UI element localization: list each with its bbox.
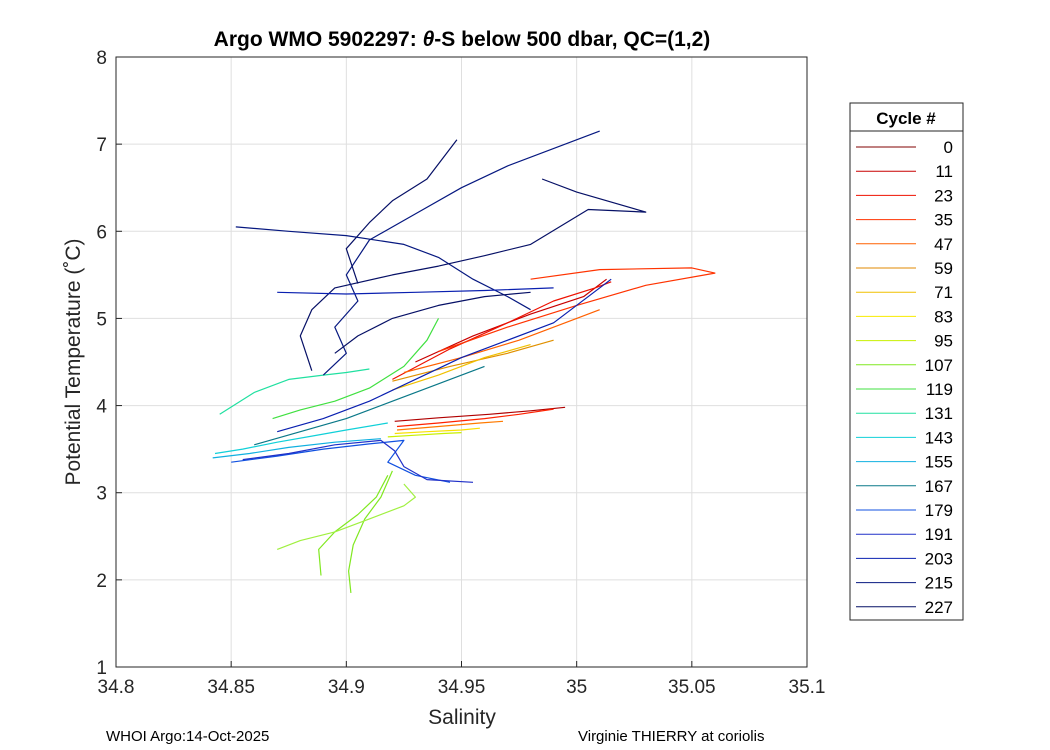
series-line-5: [403, 309, 600, 374]
series-line-10: [387, 432, 462, 438]
legend-label-203: 203: [925, 549, 953, 568]
y-tick-label: 5: [96, 309, 107, 330]
series-line-0: [394, 406, 566, 422]
x-tick-label: 34.8: [98, 677, 135, 698]
series-line-16: [214, 422, 388, 455]
y-ticks: 1 2 3 4 5 6 7 8: [96, 48, 122, 679]
series-line-1: [415, 278, 607, 363]
series-line-18: [254, 365, 485, 446]
legend-label-131: 131: [925, 404, 953, 423]
legend-label-155: 155: [925, 453, 953, 472]
footer-right: Virginie THIERRY at coriolis: [578, 728, 764, 745]
y-tick-label: 8: [96, 48, 107, 69]
legend-label-107: 107: [925, 356, 953, 375]
series-line-8: [392, 344, 531, 391]
legend-label-83: 83: [934, 307, 953, 326]
x-tick-label: 34.85: [207, 677, 255, 698]
legend: Cycle # 0 11 23 35 47 59 71 83 95 107 119 131 143 155…: [849, 102, 964, 621]
y-tick-label: 1: [96, 658, 107, 679]
title-suffix: -S below 500 dbar, QC=(1,2): [434, 28, 710, 51]
x-tick-label: 34.95: [438, 677, 486, 698]
x-ticks: 34.8 34.85 34.9 34.95 35 35.05 35.1: [98, 661, 826, 698]
series-line-24: [299, 178, 647, 371]
legend-label-215: 215: [925, 574, 953, 593]
y-tick-label: 2: [96, 571, 107, 592]
legend-label-71: 71: [934, 283, 953, 302]
series-group: [212, 130, 716, 593]
series-line-3: [438, 267, 716, 353]
series-line-23: [235, 226, 531, 311]
series-line-6: [396, 420, 504, 431]
series-line-21: [277, 278, 612, 433]
series-line-13: [276, 483, 416, 550]
legend-label-119: 119: [926, 380, 953, 399]
series-line-4: [396, 408, 554, 428]
series-line-20: [242, 439, 474, 483]
legend-label-167: 167: [925, 477, 953, 496]
legend-label-179: 179: [925, 501, 953, 520]
title-prefix: Argo WMO 5902297:: [214, 28, 423, 51]
legend-label-95: 95: [934, 332, 953, 351]
series-line-19: [231, 439, 451, 483]
legend-title: Cycle #: [876, 109, 936, 128]
series-line-11: [318, 475, 389, 576]
y-tick-label: 7: [96, 135, 107, 156]
legend-label-47: 47: [934, 235, 953, 254]
legend-label-11: 11: [935, 162, 953, 181]
series-line-2: [392, 281, 612, 380]
y-tick-label: 3: [96, 484, 107, 505]
x-tick-label: 35.1: [789, 677, 826, 698]
y-tick-label: 6: [96, 222, 107, 243]
legend-label-59: 59: [934, 259, 953, 278]
legend-label-191: 191: [925, 525, 953, 544]
legend-label-35: 35: [934, 211, 953, 230]
y-axis-label: Potential Temperature (˚C): [62, 238, 85, 485]
series-line-27: [277, 287, 554, 295]
y-tick-label: 4: [96, 397, 107, 418]
x-axis-label: Salinity: [428, 706, 496, 729]
series-line-17: [212, 438, 381, 459]
legend-label-0: 0: [944, 138, 953, 157]
footer-left: WHOI Argo:14-Oct-2025: [106, 728, 269, 745]
x-tick-label: 35: [566, 677, 587, 698]
series-line-25: [345, 139, 458, 284]
legend-label-143: 143: [925, 428, 953, 447]
series-line-9: [394, 427, 480, 435]
title-theta: θ: [423, 28, 435, 51]
legend-label-227: 227: [925, 598, 953, 617]
x-tick-label: 35.05: [668, 677, 716, 698]
series-line-22: [322, 130, 600, 376]
series-line-14: [272, 318, 440, 420]
series-line-15: [219, 368, 370, 415]
chart-title: Argo WMO 5902297: θ-S below 500 dbar, QC…: [214, 28, 711, 51]
x-tick-label: 34.9: [328, 677, 365, 698]
legend-entries: 0 11 23 35 47 59 71 83 95 107 119 131 143 155 167 179 19…: [856, 138, 953, 617]
series-line-26: [334, 291, 531, 354]
legend-label-23: 23: [934, 186, 953, 205]
series-line-12: [348, 470, 393, 593]
